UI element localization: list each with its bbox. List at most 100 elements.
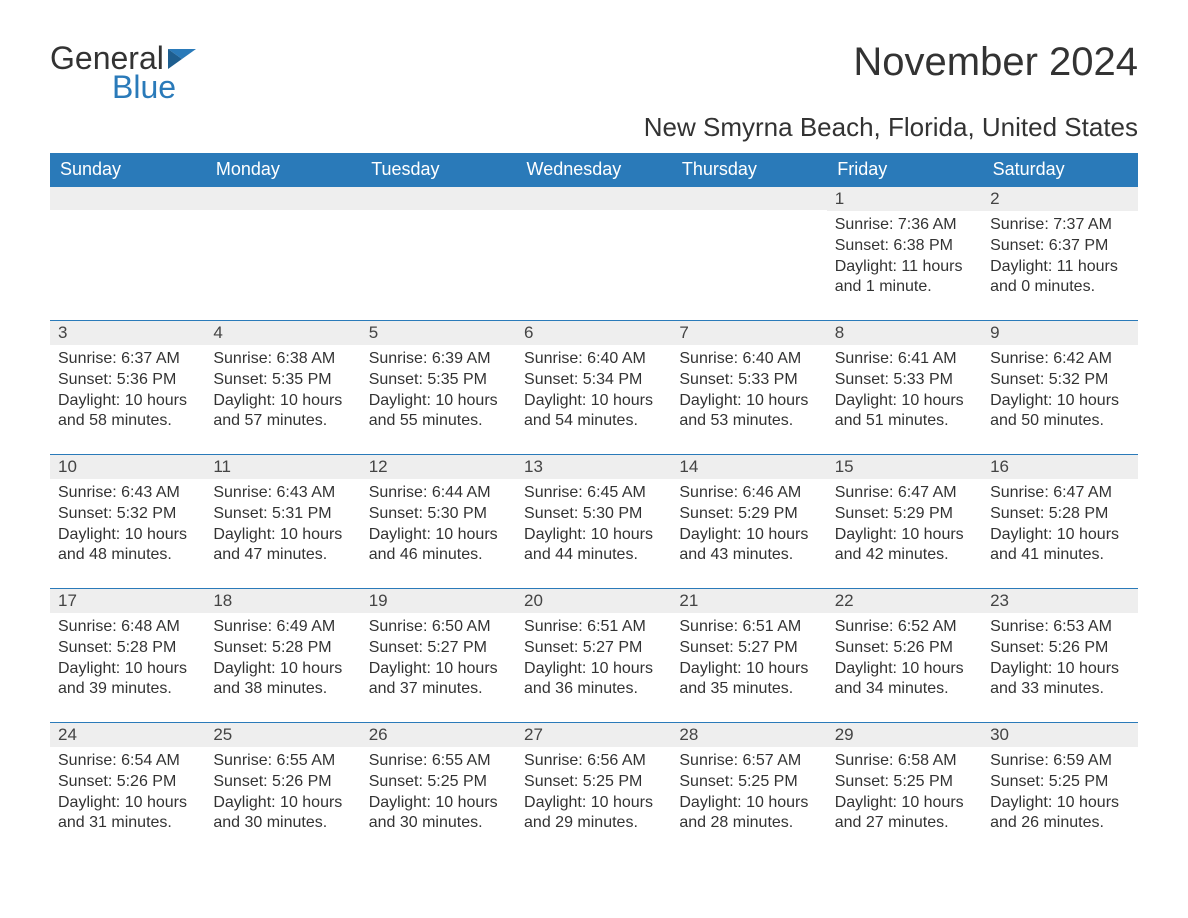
sunset-text: Sunset: 5:32 PM <box>990 370 1129 391</box>
sunrise-text: Sunrise: 6:43 AM <box>213 483 352 504</box>
sunset-text: Sunset: 5:26 PM <box>990 638 1129 659</box>
day-number: 21 <box>671 588 826 613</box>
sunrise-text: Sunrise: 6:41 AM <box>835 349 974 370</box>
day-details: Sunrise: 6:47 AMSunset: 5:28 PMDaylight:… <box>982 479 1137 574</box>
sunrise-text: Sunrise: 6:38 AM <box>213 349 352 370</box>
calendar-day-cell: 9 Sunrise: 6:42 AMSunset: 5:32 PMDaylight… <box>982 320 1137 454</box>
daylight-text: Daylight: 10 hours and 33 minutes. <box>990 659 1129 701</box>
daylight-text: Daylight: 10 hours and 42 minutes. <box>835 525 974 567</box>
sunset-text: Sunset: 5:26 PM <box>835 638 974 659</box>
sunrise-text: Sunrise: 6:54 AM <box>58 751 197 772</box>
day-number: 23 <box>982 588 1137 613</box>
daylight-text: Daylight: 10 hours and 58 minutes. <box>58 391 197 433</box>
daylight-text: Daylight: 10 hours and 57 minutes. <box>213 391 352 433</box>
day-details: Sunrise: 6:41 AMSunset: 5:33 PMDaylight:… <box>827 345 982 440</box>
calendar-week-row: 17Sunrise: 6:48 AMSunset: 5:28 PMDayligh… <box>50 588 1138 722</box>
day-number-blank <box>361 186 516 210</box>
calendar-day-cell: 25Sunrise: 6:55 AMSunset: 5:26 PMDayligh… <box>205 722 360 856</box>
day-details: Sunrise: 7:36 AMSunset: 6:38 PMDaylight:… <box>827 211 982 306</box>
calendar-body: 1Sunrise: 7:36 AMSunset: 6:38 PMDaylight… <box>50 186 1138 856</box>
day-details: Sunrise: 6:44 AMSunset: 5:30 PMDaylight:… <box>361 479 516 574</box>
month-title: November 2024 <box>853 40 1138 85</box>
day-number: 9 <box>982 320 1137 345</box>
day-details: Sunrise: 6:56 AMSunset: 5:25 PMDaylight:… <box>516 747 671 842</box>
day-number: 24 <box>50 722 205 747</box>
calendar-day-cell: 26Sunrise: 6:55 AMSunset: 5:25 PMDayligh… <box>361 722 516 856</box>
sunrise-text: Sunrise: 6:53 AM <box>990 617 1129 638</box>
day-details: Sunrise: 6:50 AMSunset: 5:27 PMDaylight:… <box>361 613 516 708</box>
sunset-text: Sunset: 5:25 PM <box>990 772 1129 793</box>
daylight-text: Daylight: 10 hours and 36 minutes. <box>524 659 663 701</box>
calendar-day-cell: 28Sunrise: 6:57 AMSunset: 5:25 PMDayligh… <box>671 722 826 856</box>
logo-flag-icon <box>168 49 196 69</box>
day-details: Sunrise: 6:57 AMSunset: 5:25 PMDaylight:… <box>671 747 826 842</box>
daylight-text: Daylight: 10 hours and 28 minutes. <box>679 793 818 835</box>
calendar-day-cell: 17Sunrise: 6:48 AMSunset: 5:28 PMDayligh… <box>50 588 205 722</box>
sunrise-text: Sunrise: 6:50 AM <box>369 617 508 638</box>
day-number: 17 <box>50 588 205 613</box>
sunset-text: Sunset: 5:29 PM <box>835 504 974 525</box>
daylight-text: Daylight: 10 hours and 48 minutes. <box>58 525 197 567</box>
calendar-day-cell: 12Sunrise: 6:44 AMSunset: 5:30 PMDayligh… <box>361 454 516 588</box>
calendar-day-cell: 24Sunrise: 6:54 AMSunset: 5:26 PMDayligh… <box>50 722 205 856</box>
day-number: 8 <box>827 320 982 345</box>
day-number: 15 <box>827 454 982 479</box>
sunset-text: Sunset: 5:33 PM <box>835 370 974 391</box>
day-number: 4 <box>205 320 360 345</box>
calendar-day-cell: 16Sunrise: 6:47 AMSunset: 5:28 PMDayligh… <box>982 454 1137 588</box>
logo: General Blue <box>50 40 196 106</box>
weekday-header: Tuesday <box>361 153 516 186</box>
day-number-blank <box>205 186 360 210</box>
day-details: Sunrise: 6:39 AMSunset: 5:35 PMDaylight:… <box>361 345 516 440</box>
sunrise-text: Sunrise: 6:55 AM <box>369 751 508 772</box>
daylight-text: Daylight: 10 hours and 44 minutes. <box>524 525 663 567</box>
sunrise-text: Sunrise: 6:51 AM <box>679 617 818 638</box>
daylight-text: Daylight: 10 hours and 50 minutes. <box>990 391 1129 433</box>
sunrise-text: Sunrise: 6:58 AM <box>835 751 974 772</box>
sunset-text: Sunset: 6:37 PM <box>990 236 1129 257</box>
calendar-day-cell: 19Sunrise: 6:50 AMSunset: 5:27 PMDayligh… <box>361 588 516 722</box>
calendar-day-cell: 1Sunrise: 7:36 AMSunset: 6:38 PMDaylight… <box>827 186 982 320</box>
sunset-text: Sunset: 5:34 PM <box>524 370 663 391</box>
weekday-header: Thursday <box>671 153 826 186</box>
sunrise-text: Sunrise: 6:49 AM <box>213 617 352 638</box>
day-number: 6 <box>516 320 671 345</box>
day-details: Sunrise: 6:37 AMSunset: 5:36 PMDaylight:… <box>50 345 205 440</box>
calendar-day-cell: 5Sunrise: 6:39 AMSunset: 5:35 PMDaylight… <box>361 320 516 454</box>
day-number: 10 <box>50 454 205 479</box>
sunset-text: Sunset: 5:32 PM <box>58 504 197 525</box>
sunrise-text: Sunrise: 6:47 AM <box>990 483 1129 504</box>
calendar-day-cell <box>50 186 205 320</box>
calendar-day-cell: 11Sunrise: 6:43 AMSunset: 5:31 PMDayligh… <box>205 454 360 588</box>
day-number: 7 <box>671 320 826 345</box>
sunset-text: Sunset: 5:27 PM <box>679 638 818 659</box>
day-number: 28 <box>671 722 826 747</box>
day-details: Sunrise: 6:51 AMSunset: 5:27 PMDaylight:… <box>516 613 671 708</box>
sunset-text: Sunset: 5:29 PM <box>679 504 818 525</box>
calendar-day-cell: 3Sunrise: 6:37 AMSunset: 5:36 PMDaylight… <box>50 320 205 454</box>
sunset-text: Sunset: 5:25 PM <box>679 772 818 793</box>
daylight-text: Daylight: 11 hours and 1 minute. <box>835 257 974 299</box>
daylight-text: Daylight: 10 hours and 47 minutes. <box>213 525 352 567</box>
sunrise-text: Sunrise: 6:43 AM <box>58 483 197 504</box>
sunrise-text: Sunrise: 6:40 AM <box>679 349 818 370</box>
day-details: Sunrise: 6:47 AMSunset: 5:29 PMDaylight:… <box>827 479 982 574</box>
day-details: Sunrise: 6:49 AMSunset: 5:28 PMDaylight:… <box>205 613 360 708</box>
sunrise-text: Sunrise: 6:42 AM <box>990 349 1129 370</box>
day-number: 13 <box>516 454 671 479</box>
calendar-day-cell: 14Sunrise: 6:46 AMSunset: 5:29 PMDayligh… <box>671 454 826 588</box>
sunrise-text: Sunrise: 6:51 AM <box>524 617 663 638</box>
daylight-text: Daylight: 10 hours and 43 minutes. <box>679 525 818 567</box>
sunset-text: Sunset: 5:28 PM <box>58 638 197 659</box>
sunset-text: Sunset: 5:35 PM <box>213 370 352 391</box>
day-number: 3 <box>50 320 205 345</box>
day-number: 20 <box>516 588 671 613</box>
weekday-header: Saturday <box>982 153 1137 186</box>
sunrise-text: Sunrise: 6:46 AM <box>679 483 818 504</box>
calendar-week-row: 3Sunrise: 6:37 AMSunset: 5:36 PMDaylight… <box>50 320 1138 454</box>
calendar-day-cell: 4 Sunrise: 6:38 AMSunset: 5:35 PMDaylight… <box>205 320 360 454</box>
day-number: 19 <box>361 588 516 613</box>
day-details: Sunrise: 6:51 AMSunset: 5:27 PMDaylight:… <box>671 613 826 708</box>
sunrise-text: Sunrise: 6:59 AM <box>990 751 1129 772</box>
sunset-text: Sunset: 5:26 PM <box>58 772 197 793</box>
